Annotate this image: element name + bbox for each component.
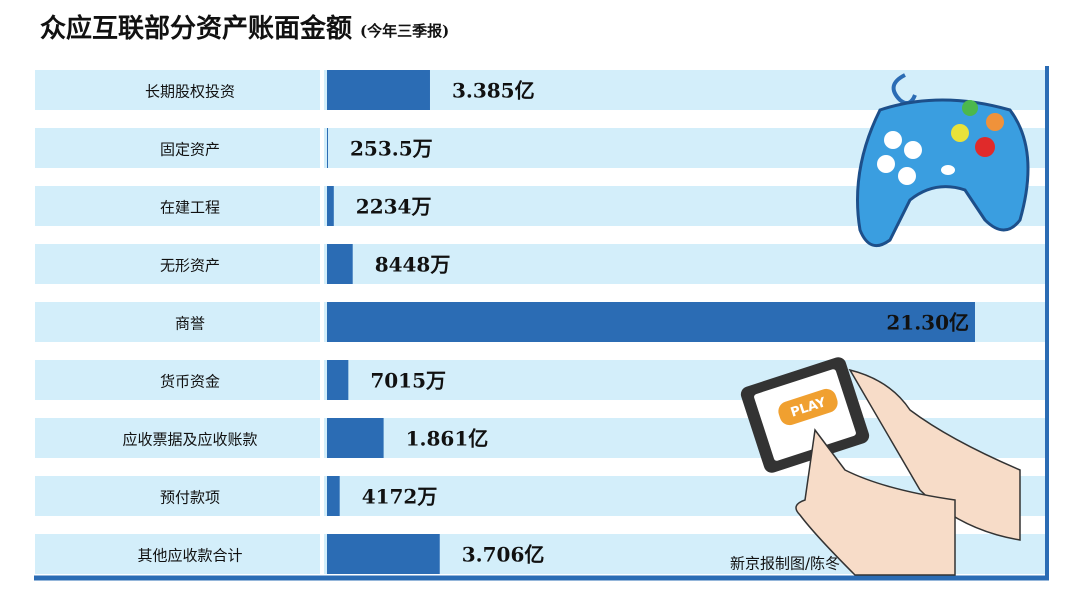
value-label: 3.385亿	[452, 79, 535, 103]
bar	[327, 476, 340, 516]
value-label: 1.861亿	[406, 427, 489, 451]
category-label: 预付款项	[160, 489, 220, 507]
category-label: 商誉	[175, 315, 205, 333]
bar	[327, 418, 384, 458]
category-label: 应收票据及应收账款	[122, 431, 257, 449]
category-label: 固定资产	[160, 141, 220, 159]
category-label: 货币资金	[160, 373, 220, 391]
bar	[327, 128, 328, 168]
category-label: 在建工程	[160, 199, 220, 217]
tablet-illustration: PLAY	[740, 357, 1021, 576]
controller-illustration	[856, 73, 1030, 248]
value-label: 253.5万	[350, 137, 433, 161]
row-band	[35, 70, 1045, 110]
value-label: 2234万	[356, 195, 432, 219]
value-label: 7015万	[370, 369, 446, 393]
value-label: 3.706亿	[462, 543, 545, 567]
category-label: 无形资产	[160, 257, 220, 275]
bar	[327, 360, 349, 400]
value-label: 21.30亿	[886, 311, 969, 335]
category-label: 其他应收款合计	[137, 547, 242, 565]
row-band	[35, 244, 1045, 284]
value-label: 4172万	[362, 485, 438, 509]
bar	[327, 534, 440, 574]
chart-title: 众应互联部分资产账面金额	[40, 13, 352, 44]
value-label: 8448万	[375, 253, 451, 277]
row-band	[35, 418, 1045, 458]
bar	[327, 186, 334, 226]
bar	[327, 302, 975, 342]
source-credit: 新京报制图/陈冬	[730, 555, 840, 573]
bar	[327, 244, 353, 284]
chart-subtitle: (今年三季报)	[360, 22, 449, 40]
bar	[327, 70, 430, 110]
category-label: 长期股权投资	[145, 83, 235, 101]
